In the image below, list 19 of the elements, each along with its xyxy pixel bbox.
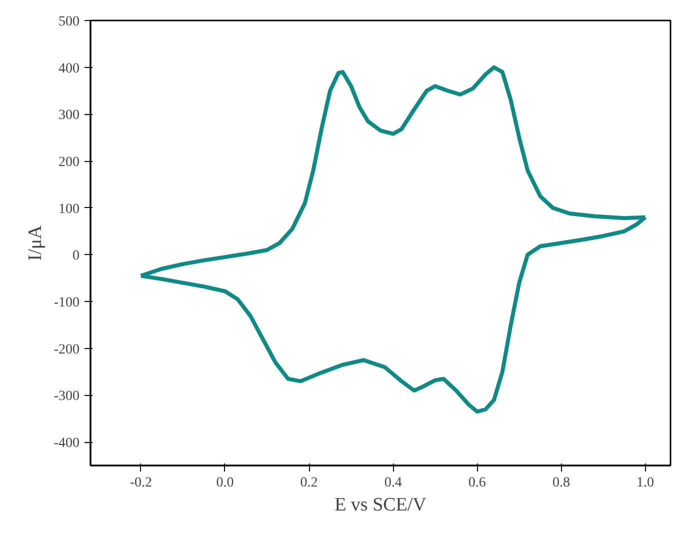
x-tick-label: -0.2: [130, 476, 152, 490]
y-tick-label: 100: [58, 202, 80, 217]
y-tick-label: -400: [54, 436, 80, 452]
x-tick-label: 0.8: [552, 476, 570, 490]
x-tick-label: 0.4: [384, 476, 402, 490]
y-tick-label: 500: [58, 14, 80, 30]
y-tick-label: -300: [54, 389, 80, 404]
x-tick-label: 0.0: [216, 476, 234, 490]
y-tick-label: -200: [54, 342, 80, 358]
y-tick-label: 200: [58, 155, 80, 170]
y-tick-label: -100: [54, 296, 80, 311]
y-axis-title: I/μA: [24, 224, 46, 261]
x-tick-label: 0.2: [300, 476, 318, 490]
x-tick-label: 1.0: [636, 476, 654, 490]
y-tick-label: 400: [58, 61, 80, 76]
x-tick-label: 0.6: [468, 476, 486, 490]
y-tick-label: 300: [58, 108, 80, 124]
x-axis-title: E vs SCE/V: [334, 494, 427, 516]
y-tick-label: 0: [72, 248, 80, 264]
